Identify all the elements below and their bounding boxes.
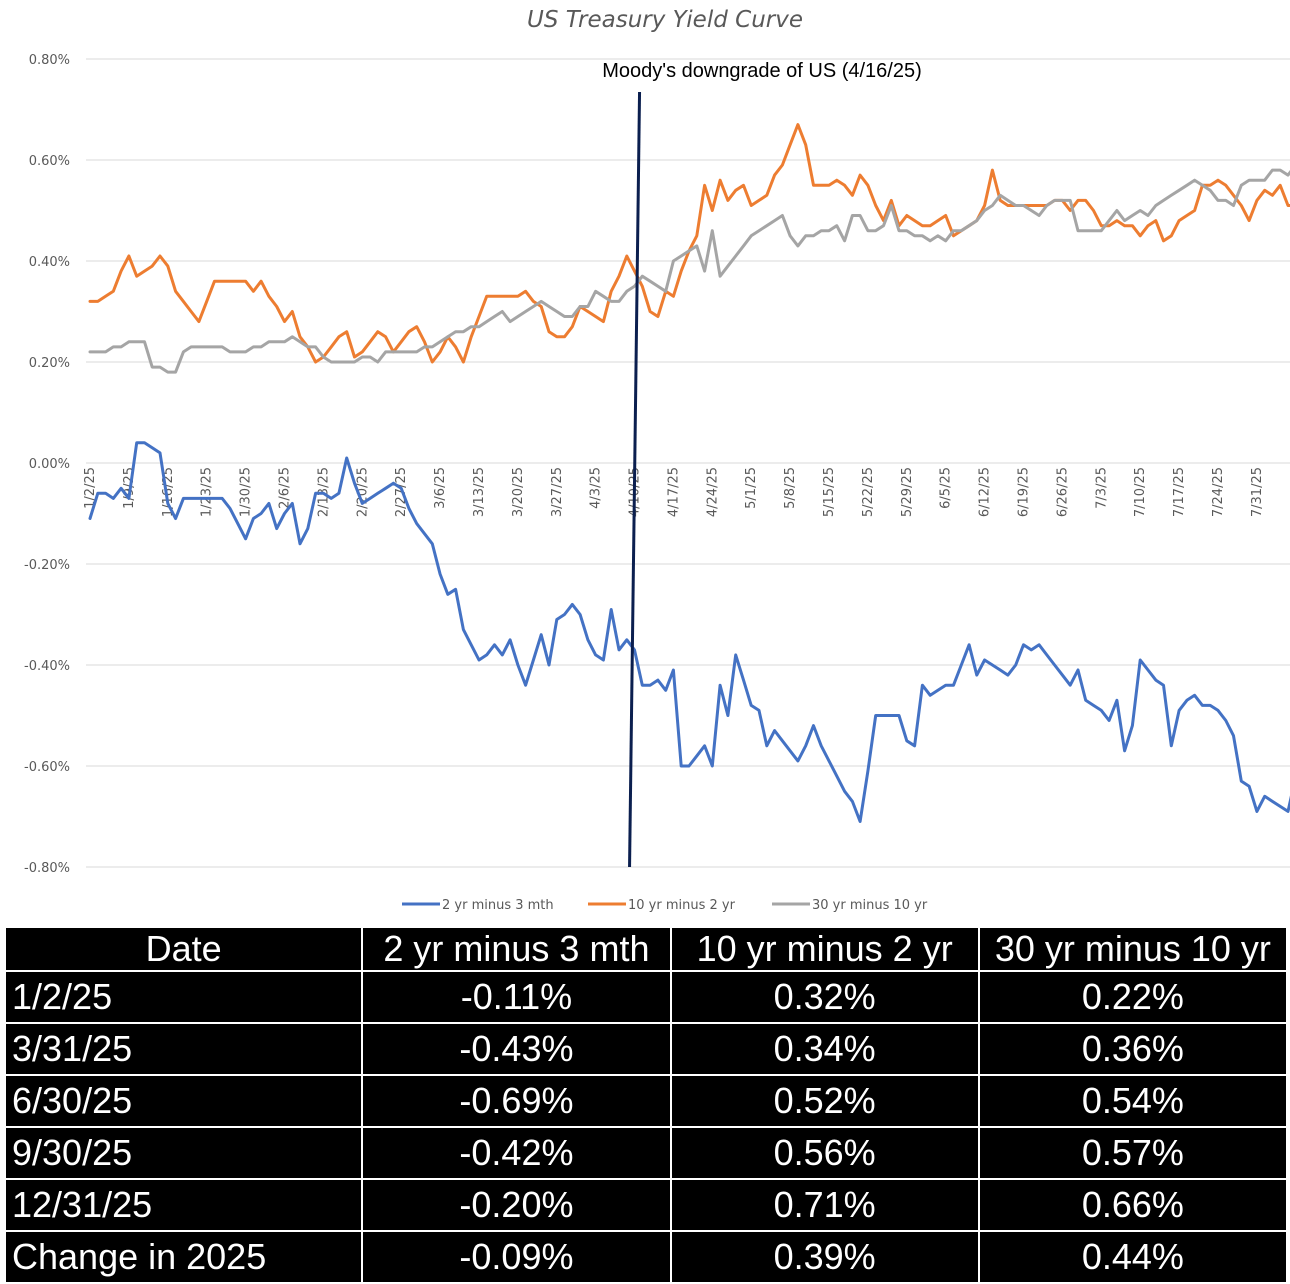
value-cell: -0.09% xyxy=(361,1230,672,1284)
date-cell: Change in 2025 xyxy=(3,1230,364,1284)
series-line-3 xyxy=(88,168,1290,374)
x-tick-label: 6/26/25 xyxy=(1055,467,1070,517)
x-tick-label: 2/20/25 xyxy=(355,467,370,517)
x-tick-label: 1/30/25 xyxy=(239,467,254,517)
table-row: 1/2/25 -0.11% 0.32% 0.22% xyxy=(3,970,1289,1024)
x-axis-ticks: 1/2/25 1/9/25 1/16/25 1/23/25 1/30/25 2/6/25 2… xyxy=(83,467,1290,517)
header-date: Date xyxy=(3,926,364,972)
table-row: Change in 2025 -0.09% 0.39% 0.44% xyxy=(3,1230,1289,1284)
x-tick-label: 4/17/25 xyxy=(666,467,681,517)
table-row: 6/30/25 -0.69% 0.52% 0.54% xyxy=(3,1074,1289,1128)
table-header-row: Date 2 yr minus 3 mth 10 yr minus 2 yr 3… xyxy=(3,926,1289,972)
header-2yr-3mth: 2 yr minus 3 mth xyxy=(361,926,672,972)
x-tick-label: 4/24/25 xyxy=(705,467,720,517)
chart-title: US Treasury Yield Curve xyxy=(527,7,803,33)
x-tick-label: 7/3/25 xyxy=(1094,467,1109,509)
table-row: 9/30/25 -0.42% 0.56% 0.57% xyxy=(3,1126,1289,1180)
value-cell: 0.22% xyxy=(977,970,1289,1024)
x-tick-label: 7/24/25 xyxy=(1211,467,1226,517)
y-tick-label: 0.80% xyxy=(29,53,70,68)
gridlines xyxy=(86,58,1290,868)
value-cell: -0.11% xyxy=(361,970,672,1024)
date-cell: 12/31/25 xyxy=(3,1178,364,1232)
y-tick-label: -0.20% xyxy=(24,558,70,573)
series-line-1 xyxy=(88,441,1290,823)
x-tick-label: 8/7/25 xyxy=(1289,467,1290,509)
x-tick-label: 3/27/25 xyxy=(550,467,565,517)
y-tick-label: 0.40% xyxy=(29,255,70,270)
downgrade-marker-line xyxy=(628,91,642,868)
value-cell: 0.39% xyxy=(669,1230,980,1284)
x-tick-label: 5/15/25 xyxy=(822,467,837,517)
x-tick-label: 3/20/25 xyxy=(511,467,526,517)
x-tick-label: 6/5/25 xyxy=(939,467,954,509)
value-cell: -0.42% xyxy=(361,1126,672,1180)
series-lines xyxy=(88,123,1290,823)
y-tick-label: 0.00% xyxy=(29,457,70,472)
x-tick-label: 7/10/25 xyxy=(1133,467,1148,517)
x-tick-label: 6/12/25 xyxy=(978,467,993,517)
value-cell: 0.52% xyxy=(669,1074,980,1128)
value-cell: 0.66% xyxy=(977,1178,1289,1232)
y-tick-label: 0.60% xyxy=(29,154,70,169)
x-tick-label: 5/1/25 xyxy=(744,467,759,509)
y-axis-ticks: 0.80% 0.60% 0.40% 0.20% 0.00% -0.20% -0.40% -0.… xyxy=(24,53,70,876)
value-cell: -0.69% xyxy=(361,1074,672,1128)
x-tick-label: 3/13/25 xyxy=(472,467,487,517)
downgrade-annotation: Moody's downgrade of US (4/16/25) xyxy=(602,60,922,82)
series-line-2 xyxy=(88,123,1290,364)
value-cell: 0.32% xyxy=(669,970,980,1024)
value-cell: 0.34% xyxy=(669,1022,980,1076)
value-cell: -0.20% xyxy=(361,1178,672,1232)
x-tick-label: 7/31/25 xyxy=(1250,467,1265,517)
header-10yr-2yr: 10 yr minus 2 yr xyxy=(669,926,980,972)
x-tick-label: 5/22/25 xyxy=(861,467,876,517)
x-tick-label: 5/29/25 xyxy=(900,467,915,517)
x-tick-label: 5/8/25 xyxy=(783,467,798,509)
value-cell: 0.44% xyxy=(977,1230,1289,1284)
legend: 2 yr minus 3 mth 10 yr minus 2 yr 30 yr mi… xyxy=(402,898,928,913)
x-tick-label: 4/3/25 xyxy=(589,467,604,509)
value-cell: -0.43% xyxy=(361,1022,672,1076)
date-cell: 9/30/25 xyxy=(3,1126,364,1180)
legend-label: 30 yr minus 10 yr xyxy=(812,898,928,913)
value-cell: 0.71% xyxy=(669,1178,980,1232)
y-tick-label: -0.60% xyxy=(24,760,70,775)
date-cell: 3/31/25 xyxy=(3,1022,364,1076)
x-tick-label: 7/17/25 xyxy=(1172,467,1187,517)
table-row: 3/31/25 -0.43% 0.34% 0.36% xyxy=(3,1022,1289,1076)
legend-label: 2 yr minus 3 mth xyxy=(442,898,554,913)
table-row: 12/31/25 -0.20% 0.71% 0.66% xyxy=(3,1178,1289,1232)
x-tick-label: 1/23/25 xyxy=(200,467,215,517)
x-tick-label: 2/6/25 xyxy=(277,467,292,509)
header-30yr-10yr: 30 yr minus 10 yr xyxy=(977,926,1289,972)
value-cell: 0.54% xyxy=(977,1074,1289,1128)
value-cell: 0.36% xyxy=(977,1022,1289,1076)
y-tick-label: -0.80% xyxy=(24,861,70,876)
y-tick-label: 0.20% xyxy=(29,356,70,371)
date-cell: 1/2/25 xyxy=(3,970,364,1024)
summary-table: Date 2 yr minus 3 mth 10 yr minus 2 yr 3… xyxy=(3,926,1289,1284)
x-tick-label: 1/2/25 xyxy=(83,467,98,509)
date-cell: 6/30/25 xyxy=(3,1074,364,1128)
y-tick-label: -0.40% xyxy=(24,659,70,674)
value-cell: 0.56% xyxy=(669,1126,980,1180)
x-tick-label: 3/6/25 xyxy=(433,467,448,509)
yield-curve-chart: US Treasury Yield Curve 0.80%0.60%0.40%0… xyxy=(24,7,1290,913)
legend-label: 10 yr minus 2 yr xyxy=(628,898,736,913)
value-cell: 0.57% xyxy=(977,1126,1289,1180)
x-tick-label: 6/19/25 xyxy=(1017,467,1032,517)
